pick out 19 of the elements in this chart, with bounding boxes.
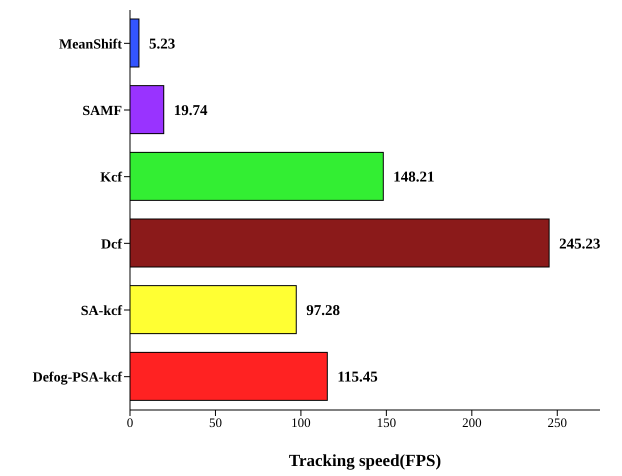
y-tick-label: MeanShift: [59, 37, 122, 52]
x-axis-title: Tracking speed(FPS): [288, 451, 442, 470]
x-tick-label: 150: [376, 415, 396, 430]
y-tick-label: SAMF: [82, 104, 122, 119]
x-tick-label: 250: [548, 415, 568, 430]
x-tick-label: 50: [208, 415, 222, 430]
y-tick-label: SA-kcf: [80, 304, 122, 319]
data-label: 97.28: [306, 302, 340, 319]
data-label: 245.23: [559, 236, 600, 252]
x-tick-label: 100: [291, 415, 311, 430]
data-label: 148.21: [393, 170, 435, 186]
x-tick-label: 0: [126, 415, 134, 430]
x-tick-label: 200: [462, 415, 482, 430]
y-tick-label: Defog-PSA-kcf: [32, 370, 122, 386]
data-label: 5.23: [148, 36, 176, 52]
data-label: 19.74: [174, 102, 208, 119]
y-tick-label: Kcf: [100, 170, 122, 186]
y-tick-label: Dcf: [101, 237, 122, 252]
data-label: 115.45: [337, 370, 378, 386]
